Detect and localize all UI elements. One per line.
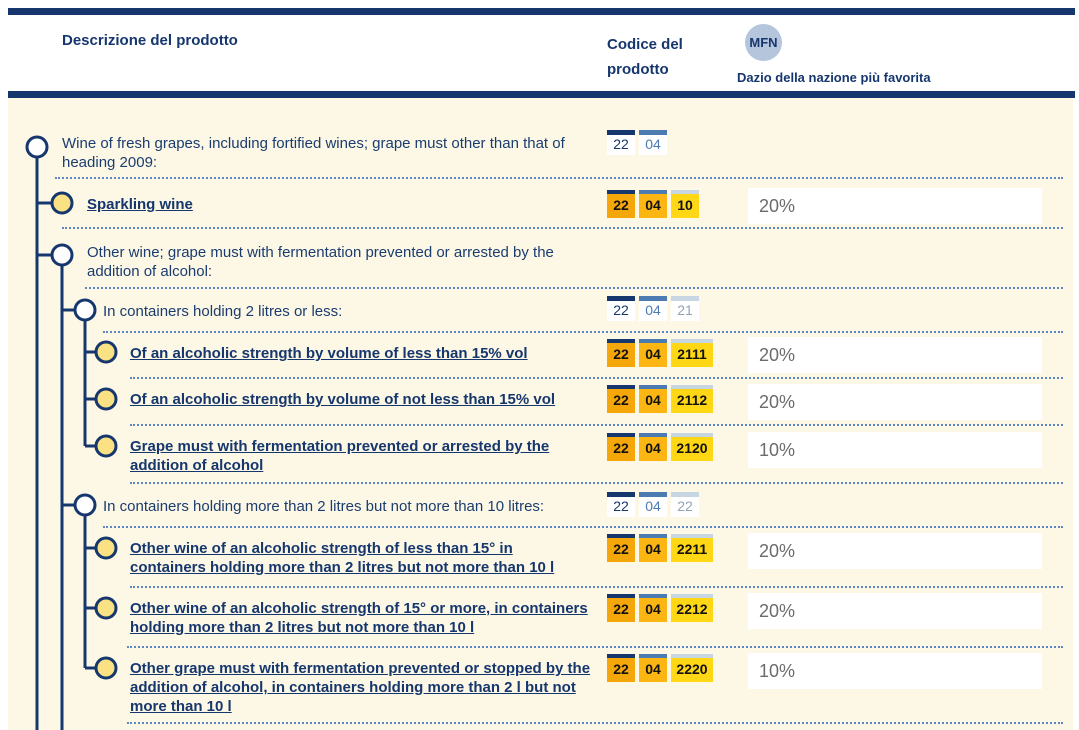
- tree-node-2111[interactable]: [94, 340, 118, 364]
- code-segment: 04: [639, 190, 667, 218]
- mfn-badge-icon: MFN: [745, 24, 782, 61]
- tree-node-2120[interactable]: [94, 434, 118, 458]
- header-top-rule: [8, 8, 1075, 15]
- row-separator: [130, 424, 1063, 426]
- tree-connectors: [35, 147, 106, 730]
- code-segment: 04: [639, 339, 667, 367]
- row-separator: [127, 722, 1063, 724]
- tree-node-heading-2204[interactable]: [25, 135, 49, 159]
- row-separator: [55, 177, 1063, 179]
- header-bottom-rule: [8, 91, 1075, 98]
- row-description: Other wine; grape must with fermentation…: [87, 244, 554, 280]
- code-segment: 04: [639, 594, 667, 622]
- row-description: In containers holding more than 2 litres…: [103, 498, 545, 515]
- code-segment: 2120: [671, 433, 713, 461]
- code-segment: 04: [639, 492, 667, 517]
- mfn-duty-value: 20%: [748, 384, 1042, 420]
- tree-node-containers-2-to-10l[interactable]: [73, 493, 97, 517]
- product-code: 22 04 21: [607, 296, 703, 321]
- mfn-column-caption: Dazio della nazione più favorita: [737, 70, 931, 85]
- tree-node-2220[interactable]: [94, 656, 118, 680]
- row-description-link[interactable]: Of an alcoholic strength by volume of no…: [130, 391, 556, 408]
- column-header-description: Descrizione del prodotto: [62, 32, 238, 49]
- mfn-duty-value: 20%: [748, 337, 1042, 373]
- code-segment: 2220: [671, 654, 713, 682]
- code-segment: 22: [607, 492, 635, 517]
- code-segment: 10: [671, 190, 699, 218]
- row-separator: [130, 482, 1063, 484]
- product-code: 22 04 2120: [607, 433, 717, 461]
- product-code: 22 04 2111: [607, 339, 717, 367]
- row-separator: [103, 526, 1063, 528]
- mfn-duty-value: 10%: [748, 432, 1042, 468]
- code-segment: 2212: [671, 594, 713, 622]
- code-segment: 22: [607, 433, 635, 461]
- row-description: Wine of fresh grapes, including fortifie…: [62, 135, 565, 171]
- tree-node-containers-2l-or-less[interactable]: [73, 298, 97, 322]
- row-separator: [103, 331, 1063, 333]
- code-segment: 22: [607, 594, 635, 622]
- row-separator: [130, 377, 1063, 379]
- code-segment: 22: [607, 534, 635, 562]
- product-code: 22 04 2211: [607, 534, 717, 562]
- code-segment: 2112: [671, 385, 713, 413]
- product-code: 22 04: [607, 130, 671, 155]
- code-segment: 22: [607, 130, 635, 155]
- row-description-link[interactable]: Other wine of an alcoholic strength of l…: [130, 540, 555, 576]
- row-description-link[interactable]: Other wine of an alcoholic strength of 1…: [130, 600, 588, 636]
- code-segment: 2111: [671, 339, 713, 367]
- tree-node-2211[interactable]: [94, 536, 118, 560]
- row-separator: [130, 586, 1063, 588]
- code-segment: 04: [639, 534, 667, 562]
- column-header-product-code: Codice del prodotto: [607, 36, 683, 78]
- row-description: In containers holding 2 litres or less:: [103, 303, 343, 320]
- mfn-duty-value: 10%: [748, 653, 1042, 689]
- code-segment: 2211: [671, 534, 713, 562]
- row-separator: [85, 287, 1063, 289]
- mfn-duty-value: 20%: [748, 533, 1042, 569]
- mfn-duty-value: 20%: [748, 188, 1042, 224]
- tree-node-sparkling-wine[interactable]: [50, 191, 74, 215]
- code-segment: 04: [639, 385, 667, 413]
- row-description-link[interactable]: Grape must with fermentation prevented o…: [130, 438, 550, 474]
- tree-node-2212[interactable]: [94, 596, 118, 620]
- row-description-link[interactable]: Sparkling wine: [87, 196, 193, 213]
- row-description-link[interactable]: Of an alcoholic strength by volume of le…: [130, 345, 528, 362]
- code-segment: 22: [607, 190, 635, 218]
- mfn-duty-value: 20%: [748, 593, 1042, 629]
- code-segment: 04: [639, 433, 667, 461]
- code-segment: 04: [639, 130, 667, 155]
- product-code: 22 04 2112: [607, 385, 717, 413]
- product-code: 22 04 22: [607, 492, 703, 517]
- code-segment: 22: [607, 654, 635, 682]
- code-segment: 04: [639, 654, 667, 682]
- code-segment: 04: [639, 296, 667, 321]
- code-segment: 21: [671, 296, 699, 321]
- tree-node-other-wine[interactable]: [50, 243, 74, 267]
- code-segment: 22: [607, 339, 635, 367]
- product-code: 22 04 10: [607, 190, 703, 218]
- product-code: 22 04 2220: [607, 654, 717, 682]
- row-description-link[interactable]: Other grape must with fermentation preve…: [130, 660, 591, 715]
- code-segment: 22: [607, 296, 635, 321]
- code-segment: 22: [607, 385, 635, 413]
- row-separator: [62, 227, 1063, 229]
- row-separator: [127, 646, 1063, 648]
- product-code: 22 04 2212: [607, 594, 717, 622]
- code-segment: 22: [671, 492, 699, 517]
- tree-node-2112[interactable]: [94, 387, 118, 411]
